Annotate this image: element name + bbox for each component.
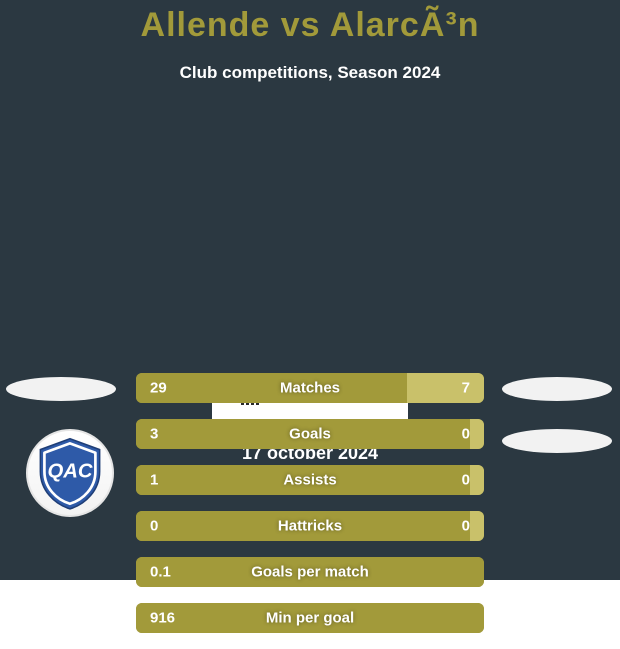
club-badge-left: QAC	[26, 429, 114, 517]
stat-bar-left	[136, 373, 407, 403]
stat-bar-left	[136, 419, 470, 449]
stat-bar-left	[136, 557, 484, 587]
stat-bar-left	[136, 511, 470, 541]
stat-bars: 297Matches30Goals10Assists00Hattricks0.1…	[136, 373, 484, 649]
stat-bar-right	[407, 373, 484, 403]
stat-value-left: 1	[150, 472, 158, 489]
player-photo-right-placeholder	[502, 377, 612, 401]
stat-value-left: 0	[150, 518, 158, 535]
stat-value-right: 0	[462, 472, 470, 489]
stat-value-left: 0.1	[150, 564, 171, 581]
shield-icon: QAC	[31, 434, 109, 512]
stat-value-left: 916	[150, 610, 175, 627]
stat-row: 916Min per goal	[136, 603, 484, 633]
stat-row: 0.1Goals per match	[136, 557, 484, 587]
stat-bar-right	[470, 465, 484, 495]
stat-value-left: 29	[150, 380, 167, 397]
stat-row: 00Hattricks	[136, 511, 484, 541]
stat-bar-left	[136, 465, 470, 495]
stat-row: 30Goals	[136, 419, 484, 449]
club-badge-right-placeholder	[502, 429, 612, 453]
player-photo-left-placeholder	[6, 377, 116, 401]
stat-bar-left	[136, 603, 484, 633]
page-title: Allende vs AlarcÃ³n	[0, 0, 620, 45]
stat-value-left: 3	[150, 426, 158, 443]
club-badge-text: QAC	[47, 461, 92, 483]
stat-value-right: 0	[462, 518, 470, 535]
stat-row: 10Assists	[136, 465, 484, 495]
page-subtitle: Club competitions, Season 2024	[0, 45, 620, 83]
stat-bar-right	[470, 511, 484, 541]
stat-value-right: 0	[462, 426, 470, 443]
stat-value-right: 7	[462, 380, 470, 397]
content-area: QAC 297Matches30Goals10Assists00Hattrick…	[0, 373, 620, 464]
page-root: Allende vs AlarcÃ³n Club competitions, S…	[0, 0, 620, 580]
stat-row: 297Matches	[136, 373, 484, 403]
stat-bar-right	[470, 419, 484, 449]
